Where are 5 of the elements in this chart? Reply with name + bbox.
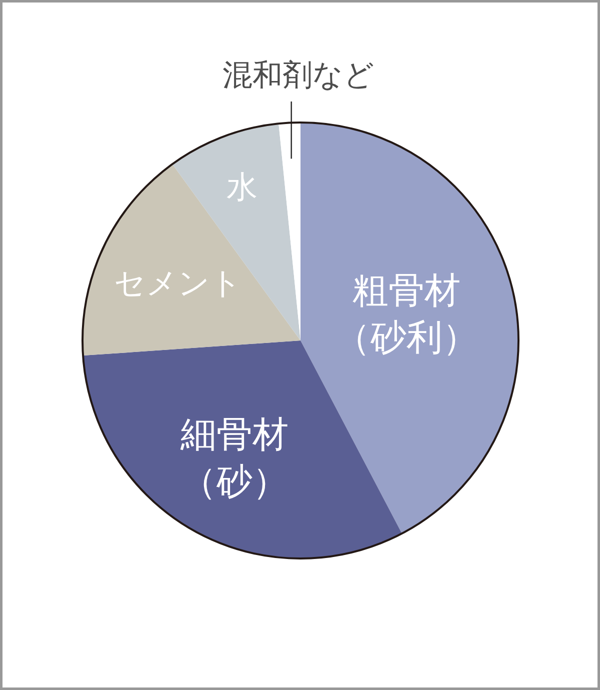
slice-label: 粗骨材（砂利） (334, 270, 478, 358)
slice-label: 混和剤など (222, 58, 374, 93)
slice-label: 水 (226, 170, 258, 206)
slice-label: セメント (114, 265, 242, 302)
slice-label: 細骨材（砂） (180, 414, 289, 502)
